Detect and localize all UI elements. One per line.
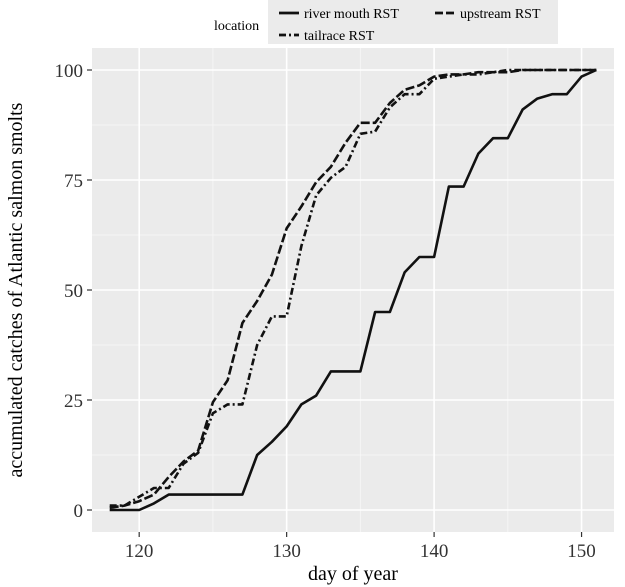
legend: location river mouth RST upstream RST ta… (214, 0, 558, 44)
x-tick-label: 140 (420, 541, 449, 562)
x-tick-label: 130 (272, 541, 301, 562)
legend-label-tailrace: tailrace RST (304, 29, 375, 44)
legend-item-tailrace: tailrace RST (279, 29, 375, 44)
x-tick-label: 120 (125, 541, 154, 562)
y-tick-label: 0 (74, 501, 84, 522)
series-line-river-mouth-rst (109, 68, 597, 512)
x-axis-title: day of year (308, 563, 398, 585)
legend-item-river-mouth: river mouth RST (279, 7, 399, 22)
y-tick-label: 75 (64, 171, 83, 192)
legend-label-upstream: upstream RST (460, 7, 541, 22)
y-tick-label: 50 (64, 281, 83, 302)
legend-label-river-mouth: river mouth RST (304, 7, 399, 22)
legend-background (268, 0, 558, 44)
x-axis: 120 130 140 150 (125, 532, 596, 562)
series-line-tailrace-rst (109, 68, 597, 507)
y-tick-label: 100 (55, 61, 84, 82)
legend-title: location (214, 19, 259, 34)
legend-item-upstream: upstream RST (435, 7, 541, 22)
y-axis: 0 25 50 75 100 (55, 61, 92, 522)
gridlines (92, 48, 614, 532)
y-tick-label: 25 (64, 391, 83, 412)
y-axis-title: accumulated catches of Atlantic salmon s… (5, 102, 27, 477)
series-lines (109, 68, 597, 512)
x-tick-label: 150 (567, 541, 596, 562)
